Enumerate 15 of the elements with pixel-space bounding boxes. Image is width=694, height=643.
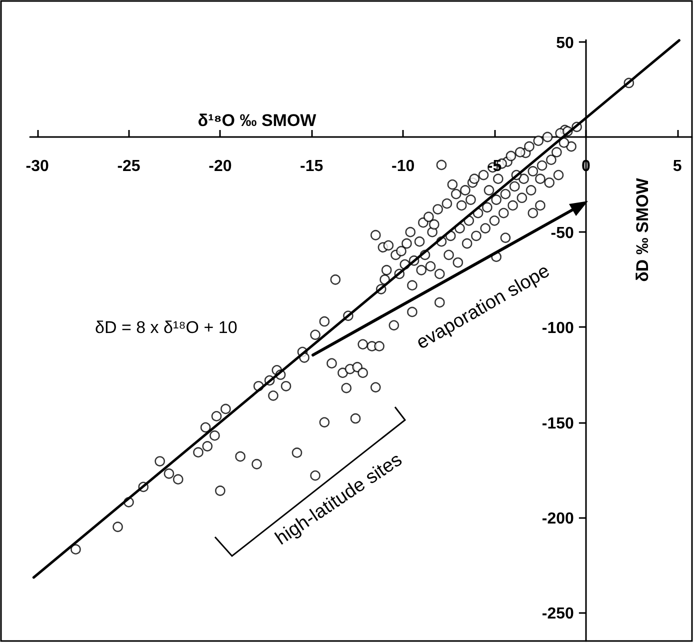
y-tick-label: -150 xyxy=(542,415,574,432)
x-tick-label: -10 xyxy=(392,158,415,175)
x-tick-label: -30 xyxy=(26,158,49,175)
y-axis-title: δD ‰ SMOW xyxy=(633,177,652,282)
x-tick-label: -25 xyxy=(117,158,140,175)
y-tick-label: -200 xyxy=(542,510,574,528)
x-tick-label: -20 xyxy=(208,158,232,175)
y-tick-label: -250 xyxy=(542,605,574,622)
y-tick-label: -100 xyxy=(542,320,574,338)
x-tick-label: 5 xyxy=(672,158,682,175)
annotation: δD = 8 x δ¹⁸O + 10 xyxy=(95,318,238,337)
x-axis-title: δ¹⁸O ‰ SMOW xyxy=(198,111,318,130)
x-tick-label: -15 xyxy=(300,158,324,175)
y-tick-label: -50 xyxy=(550,225,574,242)
y-tick-label: 50 xyxy=(556,34,574,52)
